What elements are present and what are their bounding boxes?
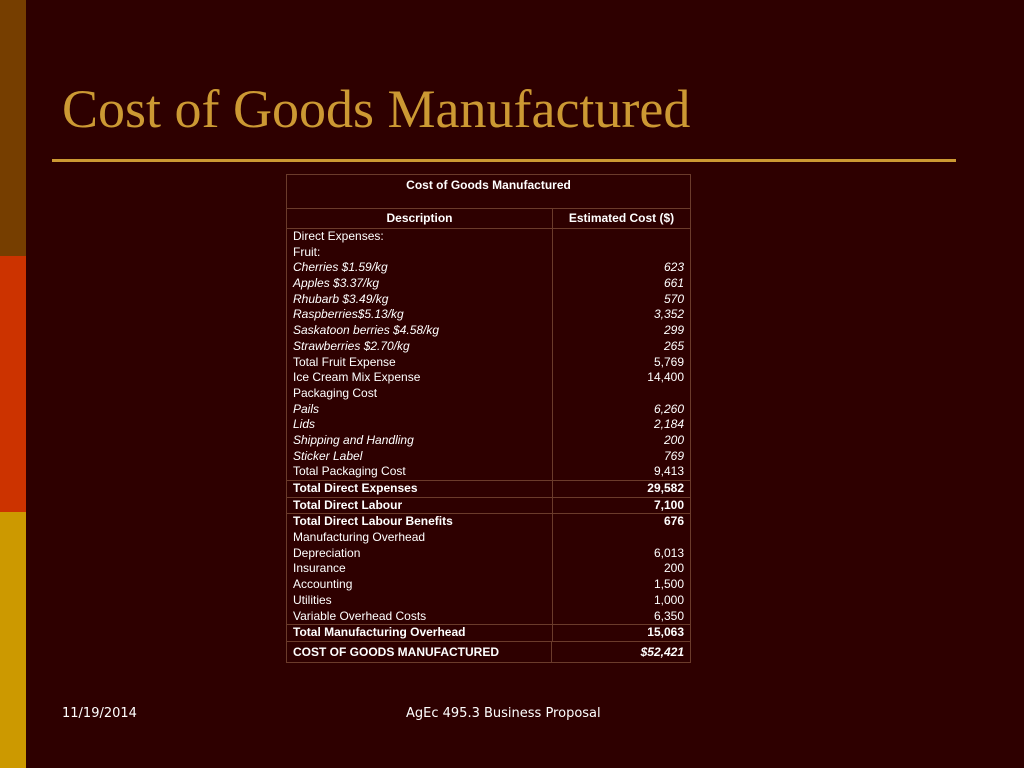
row-cost: 265 (663, 338, 684, 353)
table-body: Direct Expenses: Fruit: Cherries $1.59/kg A… (287, 229, 690, 641)
column-header-description: Description (287, 209, 553, 228)
row-cost: 676 (553, 513, 690, 530)
row-cost (553, 245, 690, 261)
table-header: Description Estimated Cost ($) (287, 209, 690, 229)
row-cost: 6,013 (653, 545, 684, 560)
row-cost: 570 (663, 291, 684, 306)
row-description: Sticker Label (293, 448, 363, 463)
row-cost: 7,100 (553, 496, 690, 514)
row-cost: 299 (663, 323, 684, 338)
row-description: Utilities (293, 592, 332, 607)
cost-table: Cost of Goods Manufactured Description E… (286, 174, 691, 663)
footer-date: 11/19/2014 (62, 706, 137, 721)
row-description: Pails (293, 401, 320, 416)
row-cost: 6,260 (653, 401, 684, 416)
row-description: Lids (293, 417, 316, 432)
row-description: Total Direct Expenses (287, 480, 552, 497)
row-cost: 200 (663, 432, 684, 447)
row-cost: 1,500 (653, 577, 684, 592)
row-cost (553, 530, 690, 546)
row-description: Apples $3.37/kg (293, 276, 380, 291)
row-cost: 769 (663, 448, 684, 463)
column-header-cost: Estimated Cost ($) (568, 211, 675, 225)
row-cost: 661 (663, 276, 684, 291)
row-description: Total Packaging Cost (293, 464, 406, 479)
row-description: Shipping and Handling (293, 432, 414, 447)
row-description: Cherries $1.59/kg (293, 260, 388, 275)
row-cost: 3,352 (653, 307, 684, 322)
final-total-value: $52,421 (640, 644, 684, 659)
row-description: Total Direct Labour Benefits (287, 513, 552, 530)
row-description: Direct Expenses: (293, 229, 384, 243)
row-cost: 15,063 (553, 624, 690, 641)
row-description: Rhubarb $3.49/kg (293, 291, 389, 306)
row-description: Fruit: (293, 244, 321, 259)
title-divider (52, 159, 956, 162)
row-description: Saskatoon berries $4.58/kg (293, 323, 440, 338)
row-description: Packaging Cost (293, 385, 378, 400)
row-cost: 200 (663, 561, 684, 576)
row-description: Strawberries $2.70/kg (293, 338, 410, 353)
row-description: Ice Cream Mix Expense (293, 370, 421, 385)
row-cost: 2,184 (653, 417, 684, 432)
accent-stripe-gold (0, 512, 26, 768)
row-description: Accounting (293, 577, 353, 592)
description-column: Direct Expenses: Fruit: Cherries $1.59/kg A… (287, 229, 553, 641)
row-description: Variable Overhead Costs (293, 608, 427, 623)
row-cost: 29,582 (553, 480, 690, 497)
row-cost: 14,400 (647, 370, 684, 385)
row-description: Total Manufacturing Overhead (287, 624, 552, 641)
row-cost: 9,413 (653, 464, 684, 479)
accent-stripe-brown (0, 0, 26, 256)
accent-stripe-orange (0, 256, 26, 512)
row-description: Depreciation (293, 545, 361, 560)
row-description: Total Direct Labour (287, 496, 552, 514)
slide-title: Cost of Goods Manufactured (62, 79, 691, 139)
cost-column: 623 661 570 3,352 299 265 5,769 14,400 6,260 2,18… (553, 229, 690, 641)
row-cost: 1,000 (653, 592, 684, 607)
row-description: Insurance (293, 561, 346, 576)
row-description: Total Fruit Expense (293, 354, 396, 369)
row-description: Raspberries$5.13/kg (293, 307, 404, 322)
row-cost (553, 229, 690, 245)
row-cost (553, 386, 690, 402)
footer-text: AgEc 495.3 Business Proposal (406, 706, 601, 721)
row-cost: 6,350 (653, 608, 684, 623)
row-description: Manufacturing Overhead (293, 530, 426, 545)
final-total-row: COST OF GOODS MANUFACTURED $52,421 (287, 640, 690, 662)
table-title: Cost of Goods Manufactured (287, 175, 690, 209)
row-cost: 5,769 (653, 354, 684, 369)
row-cost: 623 (663, 260, 684, 275)
final-total-label: COST OF GOODS MANUFACTURED (287, 641, 552, 662)
